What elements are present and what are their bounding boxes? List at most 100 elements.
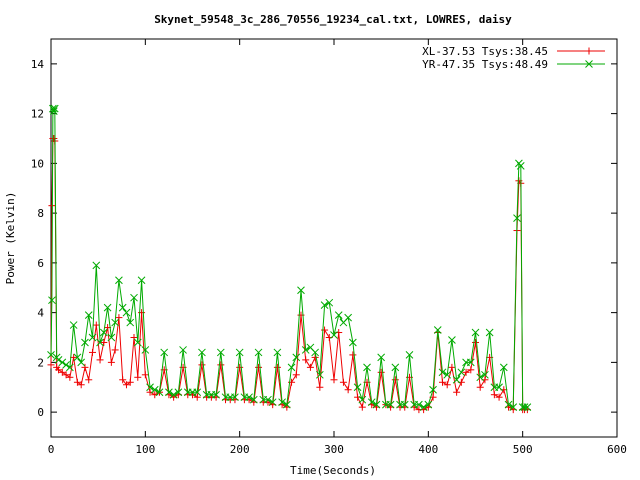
data-point bbox=[325, 298, 334, 307]
data-point bbox=[509, 403, 518, 412]
data-point bbox=[481, 370, 489, 379]
data-point bbox=[69, 321, 78, 329]
data-point bbox=[349, 338, 357, 347]
x-tick-label: 0 bbox=[48, 443, 55, 456]
data-point bbox=[363, 363, 371, 372]
data-point bbox=[377, 368, 385, 376]
data-point bbox=[160, 348, 169, 357]
y-axis-label: Power (Kelvin) bbox=[4, 192, 17, 285]
y-tick-label: 0 bbox=[37, 406, 44, 419]
data-point bbox=[302, 356, 310, 364]
data-point bbox=[249, 395, 258, 404]
data-point bbox=[353, 383, 362, 392]
data-point bbox=[48, 296, 56, 305]
data-point bbox=[495, 393, 503, 401]
data-point bbox=[245, 393, 253, 402]
data-point bbox=[391, 363, 400, 372]
legend-label: YR-47.35 Tsys:48.49 bbox=[422, 58, 548, 71]
data-point bbox=[130, 293, 138, 302]
legend-label: XL-37.53 Tsys:38.45 bbox=[422, 45, 548, 58]
data-point bbox=[66, 363, 74, 372]
data-point bbox=[476, 373, 485, 382]
data-point bbox=[155, 388, 164, 397]
data-point bbox=[377, 353, 386, 362]
data-point bbox=[433, 326, 442, 334]
data-point bbox=[358, 403, 366, 411]
data-point bbox=[99, 328, 108, 337]
data-point bbox=[133, 338, 142, 347]
data-point bbox=[344, 313, 353, 322]
data-point bbox=[452, 375, 461, 384]
data-point bbox=[306, 363, 314, 371]
data-point bbox=[438, 378, 446, 386]
data-point bbox=[115, 276, 123, 285]
data-point bbox=[254, 348, 263, 357]
data-point bbox=[88, 333, 97, 342]
data-point bbox=[334, 311, 343, 319]
data-point bbox=[62, 361, 70, 369]
data-point bbox=[320, 301, 329, 310]
data-point bbox=[321, 326, 329, 334]
data-point bbox=[77, 381, 85, 389]
x-axis-label: Time(Seconds) bbox=[290, 464, 376, 477]
data-point bbox=[193, 393, 201, 401]
y-tick-label: 4 bbox=[37, 307, 44, 320]
x-tick-label: 400 bbox=[418, 443, 438, 456]
data-point bbox=[81, 363, 89, 371]
data-point bbox=[349, 351, 357, 359]
data-point bbox=[297, 286, 305, 295]
data-point bbox=[126, 318, 135, 327]
data-point bbox=[400, 400, 409, 409]
y-tick-label: 10 bbox=[31, 157, 44, 170]
data-point bbox=[47, 351, 55, 359]
data-point bbox=[130, 334, 138, 341]
data-point bbox=[372, 400, 381, 409]
data-point bbox=[457, 368, 466, 377]
data-point bbox=[443, 381, 451, 389]
data-point bbox=[513, 214, 521, 222]
data-point bbox=[448, 363, 456, 371]
x-tick-label: 200 bbox=[230, 443, 250, 456]
data-point bbox=[311, 348, 319, 357]
data-point bbox=[415, 400, 423, 409]
data-point bbox=[179, 346, 187, 354]
data-point bbox=[92, 321, 100, 329]
data-point bbox=[49, 107, 58, 115]
data-point bbox=[62, 371, 70, 379]
data-point bbox=[429, 385, 437, 394]
data-point bbox=[273, 348, 282, 357]
data-point bbox=[54, 356, 63, 364]
x-tick-label: 100 bbox=[135, 443, 155, 456]
data-point bbox=[330, 376, 338, 384]
data-point bbox=[264, 395, 272, 404]
data-point bbox=[405, 351, 414, 359]
data-point bbox=[70, 353, 78, 361]
data-point bbox=[174, 388, 183, 397]
data-point bbox=[85, 376, 93, 384]
data-point bbox=[448, 336, 456, 344]
y-axis: 0 2 4 6 8 10 12 14 bbox=[31, 58, 617, 419]
data-point bbox=[115, 314, 123, 322]
data-point bbox=[485, 328, 494, 337]
data-point bbox=[212, 390, 220, 399]
data-point bbox=[107, 358, 115, 366]
x-tick-label: 600 bbox=[607, 443, 627, 456]
data-point bbox=[47, 361, 55, 369]
data-point bbox=[137, 276, 146, 285]
data-point bbox=[268, 398, 277, 407]
data-point bbox=[111, 318, 120, 327]
data-point bbox=[107, 333, 116, 342]
chart-title: Skynet_59548_3c_286_70556_19234_cal.txt,… bbox=[154, 13, 512, 26]
data-point bbox=[81, 338, 89, 347]
data-point bbox=[292, 371, 300, 379]
data-point bbox=[198, 348, 206, 357]
data-point bbox=[169, 390, 178, 399]
data-point bbox=[235, 348, 244, 357]
data-point bbox=[282, 400, 291, 409]
data-point bbox=[73, 378, 81, 386]
data-point bbox=[490, 391, 498, 399]
data-point bbox=[84, 311, 93, 319]
data-point bbox=[236, 363, 244, 371]
data-point bbox=[391, 376, 399, 384]
